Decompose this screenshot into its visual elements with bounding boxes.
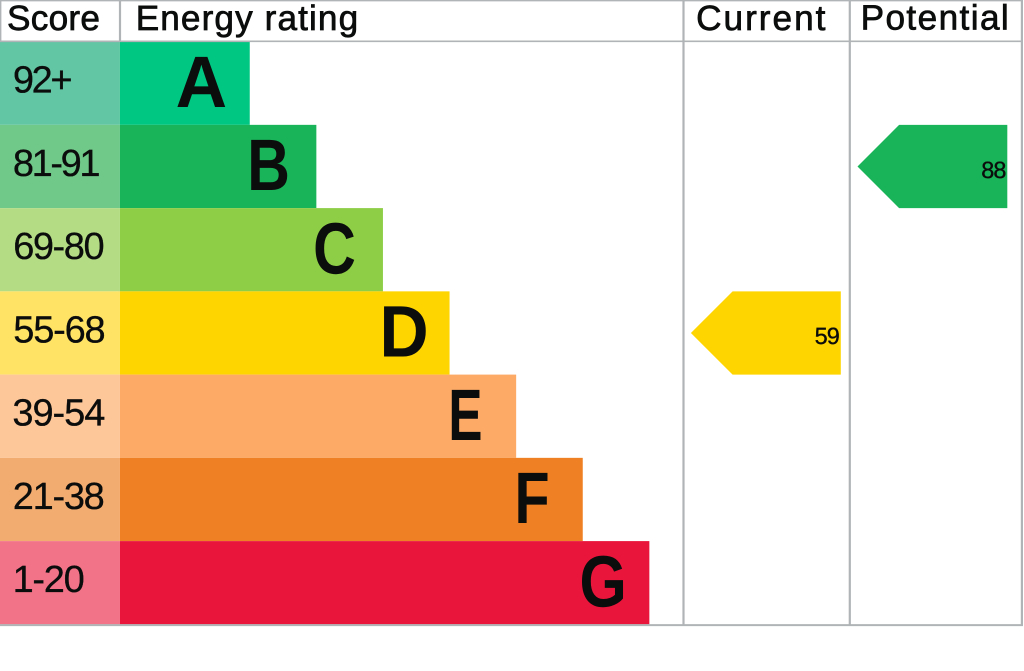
svg-text:F: F xyxy=(514,458,549,539)
svg-text:21-38: 21-38 xyxy=(13,476,104,518)
svg-text:92+: 92+ xyxy=(13,60,71,102)
svg-text:C: C xyxy=(313,208,356,289)
svg-text:39-54: 39-54 xyxy=(12,393,105,435)
svg-text:55-68: 55-68 xyxy=(13,309,104,351)
svg-text:D: D xyxy=(379,292,428,373)
svg-text:E: E xyxy=(448,375,482,456)
svg-text:Score: Score xyxy=(7,0,100,38)
svg-text:A: A xyxy=(176,42,227,123)
svg-text:B: B xyxy=(247,125,290,206)
svg-text:88: 88 xyxy=(981,157,1006,183)
svg-text:59: 59 xyxy=(815,323,839,349)
svg-text:81-91: 81-91 xyxy=(13,143,99,185)
svg-text:Energy rating: Energy rating xyxy=(136,0,360,38)
svg-text:69-80: 69-80 xyxy=(13,226,103,268)
svg-text:G: G xyxy=(580,541,627,622)
svg-text:Current: Current xyxy=(696,0,827,38)
svg-text:1-20: 1-20 xyxy=(13,559,84,601)
svg-text:Potential: Potential xyxy=(861,0,1011,37)
